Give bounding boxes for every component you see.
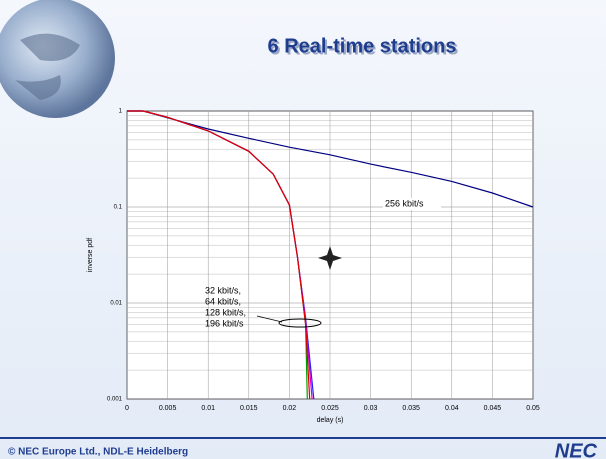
x-tick-label: 0.04: [445, 405, 459, 412]
y-tick-label: 0.1: [114, 205, 123, 211]
footer: © NEC Europe Ltd., NDL-E Heidelberg: [8, 447, 188, 458]
slide: 6 Real-time stations 6 Real-time station…: [0, 0, 606, 459]
x-tick-label: 0: [125, 405, 129, 412]
x-tick-label: 0.01: [201, 405, 215, 412]
x-axis-label: delay (s): [317, 417, 344, 424]
slide-title: 6 Real-time stations: [268, 35, 457, 57]
annotation: 64 kbit/s,: [205, 296, 241, 306]
annotation: 128 kbit/s,: [205, 307, 246, 317]
y-tick-label: 0.001: [107, 397, 123, 403]
x-tick-label: 0.015: [240, 405, 258, 412]
x-tick-label: 0.02: [283, 405, 297, 412]
x-tick-label: 0.05: [526, 405, 540, 412]
annotation: 256 kbit/s: [385, 198, 424, 208]
chart: 6 Real-time stations 6 Real-time station…: [0, 0, 606, 459]
x-tick-label: 0.035: [402, 405, 420, 412]
x-tick-label: 0.025: [321, 405, 339, 412]
x-tick-label: 0.005: [159, 405, 177, 412]
annotation: 196 kbit/s: [205, 318, 244, 328]
nec-logo: NEC: [555, 440, 598, 459]
y-tick-label: 0.01: [110, 301, 122, 307]
y-axis-label: inverse pdf: [87, 238, 94, 272]
x-tick-label: 0.045: [484, 405, 502, 412]
x-tick-label: 0.03: [364, 405, 378, 412]
annotation: 32 kbit/s,: [205, 285, 241, 295]
